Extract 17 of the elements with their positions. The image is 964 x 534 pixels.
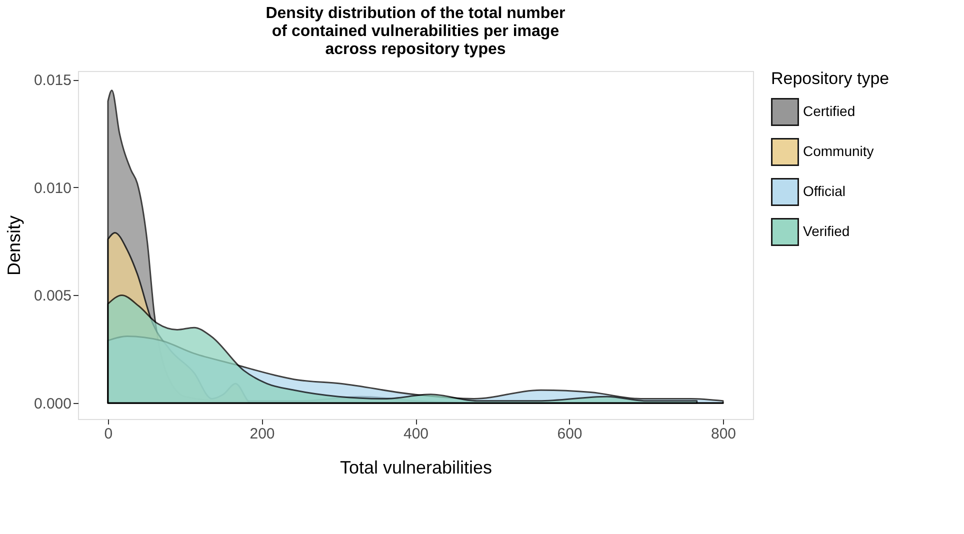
y-tick-label: 0.000 bbox=[34, 396, 72, 413]
x-tick-label: 800 bbox=[711, 426, 736, 442]
legend-label: Official bbox=[803, 183, 846, 199]
legend-label: Community bbox=[803, 143, 874, 159]
legend-title: Repository type bbox=[771, 69, 890, 88]
y-tick-label: 0.015 bbox=[34, 72, 72, 90]
x-tick-label: 400 bbox=[403, 426, 429, 442]
y-tick-label: 0.005 bbox=[34, 288, 72, 305]
x-tick-label: 600 bbox=[557, 426, 582, 442]
y-tick-label: 0.010 bbox=[34, 180, 72, 197]
x-axis-title: Total vulnerabilities bbox=[340, 458, 492, 478]
x-tick-label: 200 bbox=[250, 426, 275, 442]
legend-label: Verified bbox=[803, 223, 850, 239]
chart-title: Density distribution of the total number of contained vulnerabilities per image across repository types bbox=[266, 5, 566, 58]
legend-label: Certified bbox=[803, 103, 856, 119]
x-tick-label: 0 bbox=[104, 426, 113, 442]
y-axis-title: Density bbox=[4, 215, 24, 276]
